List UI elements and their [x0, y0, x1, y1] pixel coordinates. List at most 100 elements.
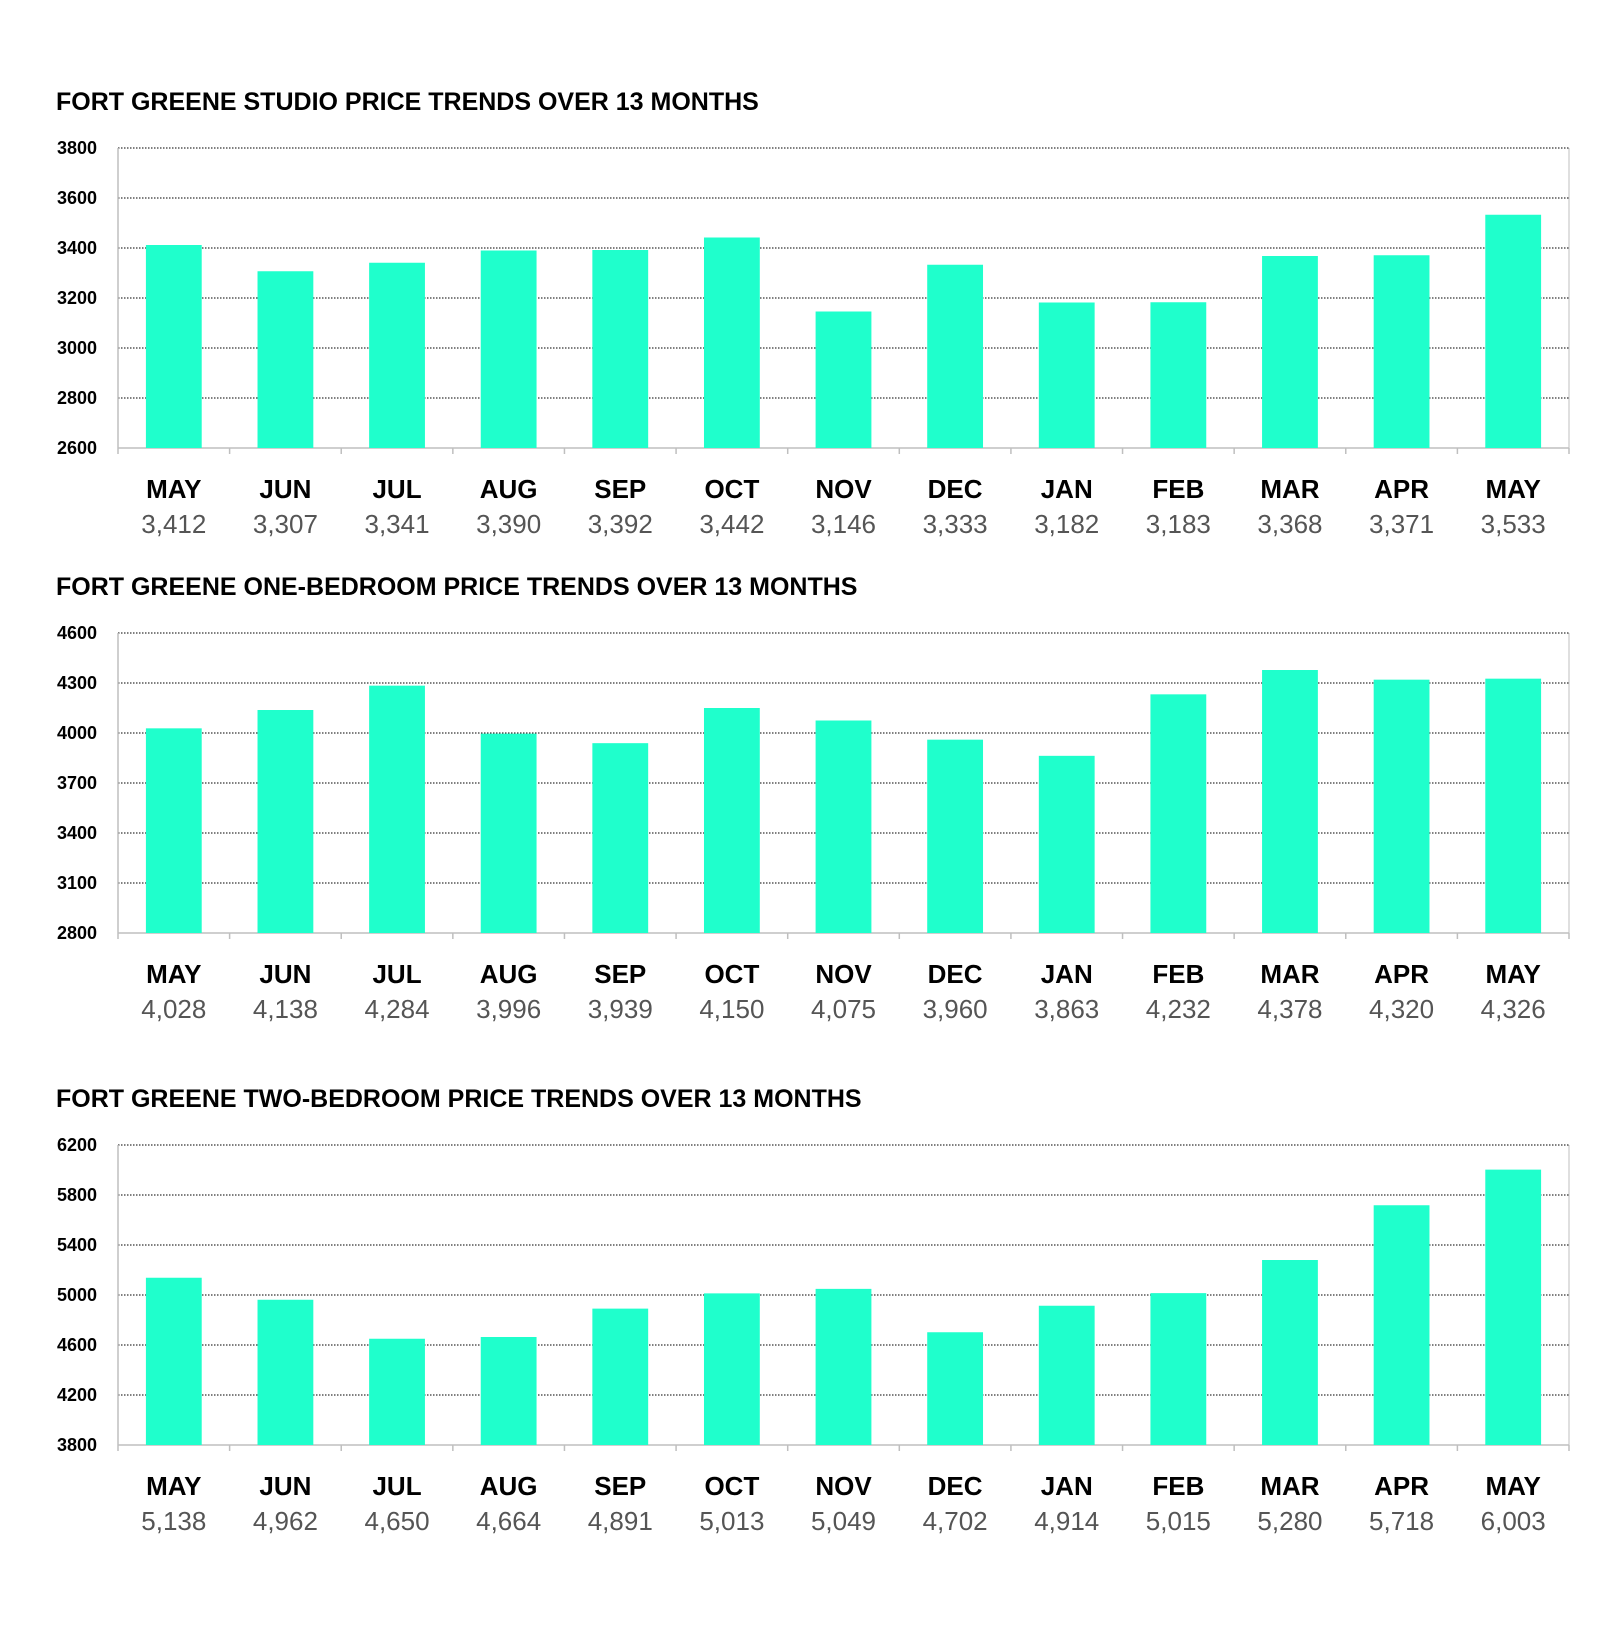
bar	[257, 271, 314, 448]
category-label: FEB	[1152, 1471, 1204, 1501]
chart-plot: 2600 2800 3000 3200 3400 3600 3800 MAY 3,412 JUN 3…	[57, 138, 1570, 539]
bar	[927, 264, 984, 448]
chart-plot: 2800 3100 3400 3700 4000 4300 4600 MAY 4,028 JUN 4…	[57, 623, 1570, 1024]
bar	[1038, 755, 1095, 933]
chart-plot: 3800 4200 4600 5000 5400 5800 6200 MAY 5,138 JUN 4…	[57, 1135, 1570, 1536]
value-label: 3,371	[1369, 509, 1434, 539]
value-label: 4,284	[364, 994, 429, 1024]
value-label: 4,914	[1034, 1506, 1099, 1536]
category-label: MAR	[1260, 1471, 1319, 1501]
value-label: 3,392	[588, 509, 653, 539]
y-tick-label: 2800	[57, 923, 97, 943]
bar	[145, 245, 202, 448]
bar	[480, 1337, 537, 1445]
value-label: 4,891	[588, 1506, 653, 1536]
bar	[1150, 1293, 1207, 1445]
category-label: JAN	[1041, 474, 1093, 504]
category-label: OCT	[704, 1471, 759, 1501]
bar	[815, 720, 872, 933]
value-label: 4,075	[811, 994, 876, 1024]
bar	[1150, 694, 1207, 933]
bar	[927, 1332, 984, 1445]
category-label: JUL	[372, 474, 421, 504]
bar	[1262, 670, 1318, 933]
y-tick-label: 5400	[57, 1235, 97, 1255]
bar	[1373, 679, 1430, 933]
category-label: JUN	[259, 474, 311, 504]
value-label: 3,996	[476, 994, 541, 1024]
category-label: OCT	[704, 474, 759, 504]
category-label: MAY	[146, 474, 201, 504]
category-label: SEP	[594, 474, 646, 504]
y-tick-label: 2800	[57, 388, 97, 408]
bar	[480, 250, 537, 448]
bar	[592, 743, 649, 933]
bar	[703, 1293, 760, 1445]
value-label: 4,702	[923, 1506, 988, 1536]
bar	[927, 739, 984, 933]
bar	[1373, 255, 1430, 448]
category-label: DEC	[928, 474, 983, 504]
category-label: MAY	[146, 959, 201, 989]
value-label: 3,939	[588, 994, 653, 1024]
value-label: 3,960	[923, 994, 988, 1024]
category-label: MAR	[1260, 959, 1319, 989]
bar	[703, 237, 760, 448]
category-label: APR	[1374, 474, 1429, 504]
bar	[703, 708, 760, 933]
y-tick-label: 3400	[57, 823, 97, 843]
y-tick-label: 5000	[57, 1285, 97, 1305]
value-label: 3,333	[923, 509, 988, 539]
y-tick-label: 3100	[57, 873, 97, 893]
value-label: 3,390	[476, 509, 541, 539]
bar	[1485, 678, 1542, 933]
y-tick-label: 3800	[57, 1435, 97, 1455]
category-label: MAR	[1260, 474, 1319, 504]
bar	[1485, 214, 1542, 448]
bar	[1485, 1169, 1542, 1445]
value-label: 3,863	[1034, 994, 1099, 1024]
category-label: MAY	[146, 1471, 201, 1501]
category-label: MAY	[1485, 959, 1540, 989]
value-label: 5,138	[141, 1506, 206, 1536]
bar	[369, 1338, 425, 1445]
value-label: 4,962	[253, 1506, 318, 1536]
value-label: 5,013	[699, 1506, 764, 1536]
y-tick-label: 4200	[57, 1385, 97, 1405]
category-label: FEB	[1152, 474, 1204, 504]
category-label: DEC	[928, 1471, 983, 1501]
value-label: 4,378	[1257, 994, 1322, 1024]
y-tick-label: 3000	[57, 338, 97, 358]
bar	[369, 262, 425, 448]
bar	[145, 1277, 202, 1445]
value-label: 4,232	[1146, 994, 1211, 1024]
y-tick-label: 4000	[57, 723, 97, 743]
category-label: JUL	[372, 959, 421, 989]
value-label: 4,138	[253, 994, 318, 1024]
category-label: NOV	[815, 474, 872, 504]
bar	[1038, 1305, 1095, 1445]
category-label: JUL	[372, 1471, 421, 1501]
bar	[1373, 1205, 1430, 1445]
value-label: 3,182	[1034, 509, 1099, 539]
value-label: 3,307	[253, 509, 318, 539]
category-label: MAY	[1485, 1471, 1540, 1501]
value-label: 3,533	[1481, 509, 1546, 539]
value-label: 5,015	[1146, 1506, 1211, 1536]
bar	[480, 733, 537, 933]
y-tick-label: 4300	[57, 673, 97, 693]
bar	[1262, 256, 1318, 448]
chart-title: FORT GREENE STUDIO PRICE TRENDS OVER 13 …	[56, 88, 759, 116]
category-label: NOV	[815, 1471, 872, 1501]
bar	[257, 1299, 314, 1445]
value-label: 5,049	[811, 1506, 876, 1536]
category-label: SEP	[594, 1471, 646, 1501]
value-label: 4,150	[699, 994, 764, 1024]
bar	[1262, 1260, 1318, 1445]
category-label: APR	[1374, 959, 1429, 989]
category-label: OCT	[704, 959, 759, 989]
category-label: JUN	[259, 959, 311, 989]
bar	[592, 250, 649, 448]
bar	[815, 1288, 872, 1445]
value-label: 3,183	[1146, 509, 1211, 539]
